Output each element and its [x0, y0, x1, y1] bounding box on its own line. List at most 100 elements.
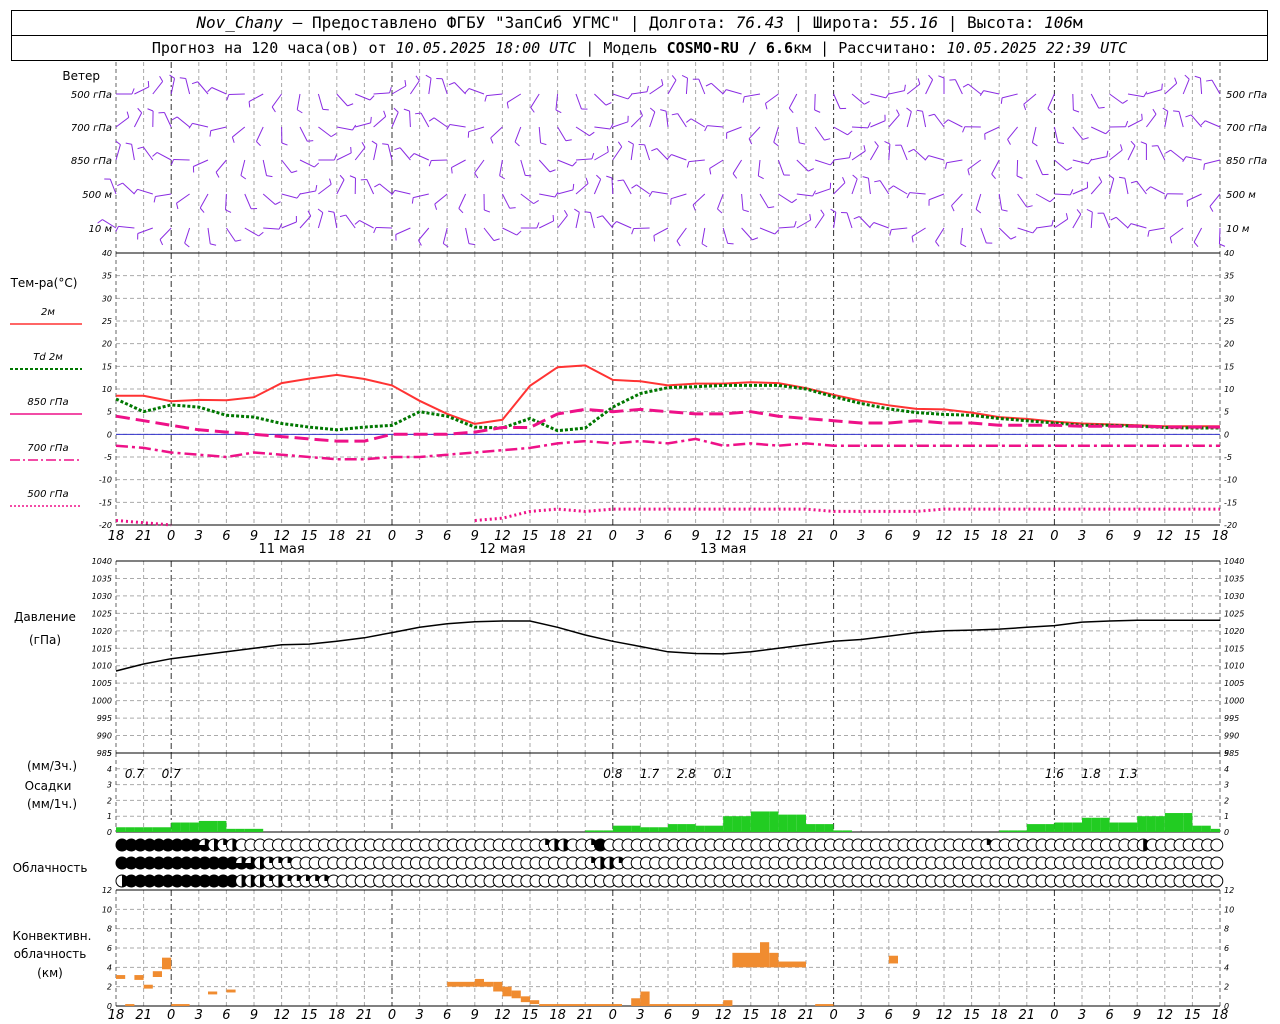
wind-barb-feather — [428, 117, 435, 122]
wind-barb — [131, 144, 135, 161]
x-tick-label-bottom: 6 — [1105, 1008, 1113, 1023]
x-tick-label-top: 9 — [691, 529, 699, 544]
wind-barb-feather — [1001, 209, 1008, 212]
wind-barb — [211, 87, 227, 95]
wind-barb — [1182, 78, 1190, 95]
wind-barb — [318, 126, 332, 138]
wind-barb — [557, 215, 568, 229]
y-tick-label-right: 0 — [1224, 430, 1229, 439]
wind-barb-feather — [210, 243, 217, 246]
wind-barb-feather — [874, 180, 881, 183]
wind-barb — [134, 86, 149, 95]
altitude-unit: м — [1073, 13, 1083, 32]
x-tick-label-top: 6 — [222, 529, 230, 544]
wind-barb — [490, 126, 503, 139]
precip-bar — [1063, 822, 1073, 832]
wind-barb-feather — [1032, 227, 1038, 234]
precip-bar — [1045, 824, 1055, 832]
y-tick-label-left: 25 — [102, 317, 112, 326]
wind-barb-feather — [732, 173, 738, 179]
conv-bar — [769, 952, 779, 968]
wind-barb-feather — [748, 138, 753, 145]
wind-barb-feather — [411, 197, 414, 204]
wind-barb-feather — [330, 133, 337, 138]
wind-barb — [514, 126, 522, 143]
wind-barb-feather — [896, 109, 900, 116]
wind-barb — [851, 93, 865, 105]
precip-bar — [235, 828, 245, 832]
wind-barb — [176, 116, 190, 128]
wind-barb — [502, 227, 517, 236]
y-tick-label-right: 1030 — [1224, 592, 1244, 601]
wind-barb-feather — [667, 154, 672, 160]
wind-barb-feather — [191, 81, 198, 85]
wind-barb-feather — [627, 93, 633, 100]
wind-barb — [170, 78, 176, 95]
wind-level-label-right: 500 гПа — [1226, 90, 1267, 101]
wind-barb-feather — [773, 141, 779, 147]
wind-barb — [1054, 193, 1071, 196]
wind-barb — [499, 159, 503, 176]
x-tick-label-bottom: 15 — [522, 1008, 539, 1023]
wind-barb-feather — [852, 174, 858, 180]
x-tick-label-bottom: 6 — [222, 1008, 230, 1023]
wind-barb-feather — [371, 140, 378, 145]
precip-bar — [686, 824, 696, 832]
wind-barb — [1016, 159, 1019, 177]
wind-barb — [722, 227, 729, 244]
wind-barb-feather — [991, 173, 996, 179]
wind-barb — [1170, 149, 1184, 161]
series-pressure — [115, 619, 1220, 672]
precip-bar — [1017, 830, 1027, 832]
wind-barb — [1031, 126, 1037, 143]
wind-barb — [1072, 159, 1089, 165]
wind-barb-feather — [686, 161, 690, 168]
wind-barb-feather — [1066, 166, 1073, 171]
wind-barb-feather — [631, 184, 637, 189]
y-tick-label-right: 1040 — [1224, 557, 1244, 566]
wind-barb — [173, 158, 190, 161]
wind-barb — [685, 78, 689, 95]
wind-barb — [336, 179, 345, 195]
wind-barb-feather — [791, 198, 797, 204]
wind-barb-feather — [935, 241, 940, 247]
wind-barb — [796, 193, 813, 197]
wind-barb-feather — [1098, 106, 1105, 109]
cloud-circle — [1210, 856, 1224, 870]
wind-barb-feather — [589, 131, 595, 137]
conv-bar — [778, 961, 806, 968]
wind-barb-feather — [1106, 150, 1109, 157]
wind-barb — [299, 159, 315, 168]
wind-barb-feather — [215, 172, 220, 178]
wind-barb — [428, 78, 432, 95]
wind-barb — [1035, 225, 1052, 229]
x-tick-label-bottom: 18 — [329, 1008, 346, 1023]
y-tick-label-left: 10 — [102, 905, 112, 914]
wind-barb — [1007, 126, 1018, 140]
y-tick-label-right: -10 — [1224, 476, 1237, 485]
y-tick-label-left: 1015 — [92, 644, 112, 653]
wind-barb-feather — [1145, 186, 1151, 192]
wind-barb — [1190, 114, 1202, 128]
x-tick-label-top: 21 — [356, 529, 373, 544]
precip-bar — [244, 828, 254, 832]
wind-barb — [909, 192, 926, 195]
y-tick-label-right: -15 — [1224, 498, 1237, 507]
y-tick-label-left: 1040 — [92, 557, 112, 566]
x-tick-label-bottom: 3 — [857, 1008, 865, 1023]
wind-barb-feather — [115, 226, 119, 232]
wind-barb-feather — [572, 183, 575, 190]
wind-barb-feather — [434, 203, 438, 210]
wind-barb-feather — [159, 75, 164, 82]
wind-barb — [418, 227, 430, 241]
conv-title-2: облачность — [14, 947, 87, 961]
wind-barb-feather — [347, 103, 354, 107]
wind-barb-feather — [596, 174, 602, 180]
x-tick-label-bottom: 21 — [798, 1008, 815, 1023]
x-tick-label-bottom: 0 — [609, 1008, 617, 1023]
wind-barb-feather — [1147, 230, 1150, 237]
wind-barb — [732, 159, 743, 174]
x-tick-label-top: 0 — [1050, 529, 1058, 544]
x-tick-label-top: 0 — [829, 529, 837, 544]
